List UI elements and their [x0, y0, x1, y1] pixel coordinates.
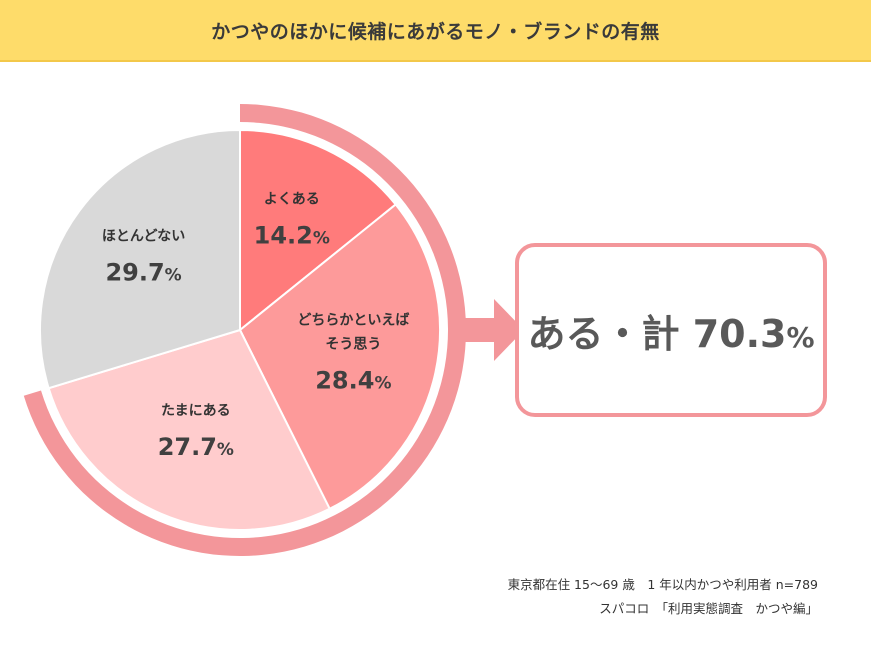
group-total-unit: % — [786, 320, 815, 354]
slice-label: たまにある — [161, 403, 231, 419]
slice-value-number: 28.4 — [315, 367, 374, 395]
slice-value-number: 27.7 — [158, 433, 217, 461]
slice-value: 28.4% — [315, 367, 391, 395]
slice-value-number: 14.2 — [254, 222, 313, 250]
header-bar: かつやのほかに候補にあがるモノ・ブランドの有無 — [0, 0, 871, 62]
slice-label: そう思う — [325, 337, 381, 353]
group-total-label: ある・計 — [527, 311, 680, 356]
slice-value: 29.7% — [105, 259, 181, 287]
slice-value: 27.7% — [158, 433, 234, 461]
slice-value-unit: % — [217, 440, 234, 460]
group-total-box: ある・計 70.3% — [515, 243, 827, 417]
slice-value-unit: % — [313, 229, 330, 249]
source-note-sample: 東京都在住 15〜69 歳 1 年以内かつや利用者 n=789 — [507, 577, 818, 592]
group-total-text: ある・計 70.3% — [527, 303, 814, 358]
slice-value-unit: % — [165, 266, 182, 286]
pie-slice — [39, 128, 241, 390]
slice-value-number: 29.7 — [105, 259, 164, 287]
pie-slice — [238, 203, 441, 511]
group-total-arrow — [452, 299, 524, 361]
slice-label: どちらかといえば — [297, 313, 409, 329]
slice-label: ほとんどない — [102, 229, 185, 245]
group-total-value: 70.3 — [692, 311, 787, 356]
chart-title: かつやのほかに候補にあがるモノ・ブランドの有無 — [211, 20, 660, 43]
source-note-survey: スパコロ 「利用実態調査 かつや編」 — [599, 601, 818, 616]
slice-label: よくある — [264, 192, 320, 208]
slice-value-unit: % — [374, 374, 391, 394]
slice-value: 14.2% — [254, 222, 330, 250]
pie-slice — [47, 328, 332, 531]
pie-slice — [239, 128, 398, 333]
